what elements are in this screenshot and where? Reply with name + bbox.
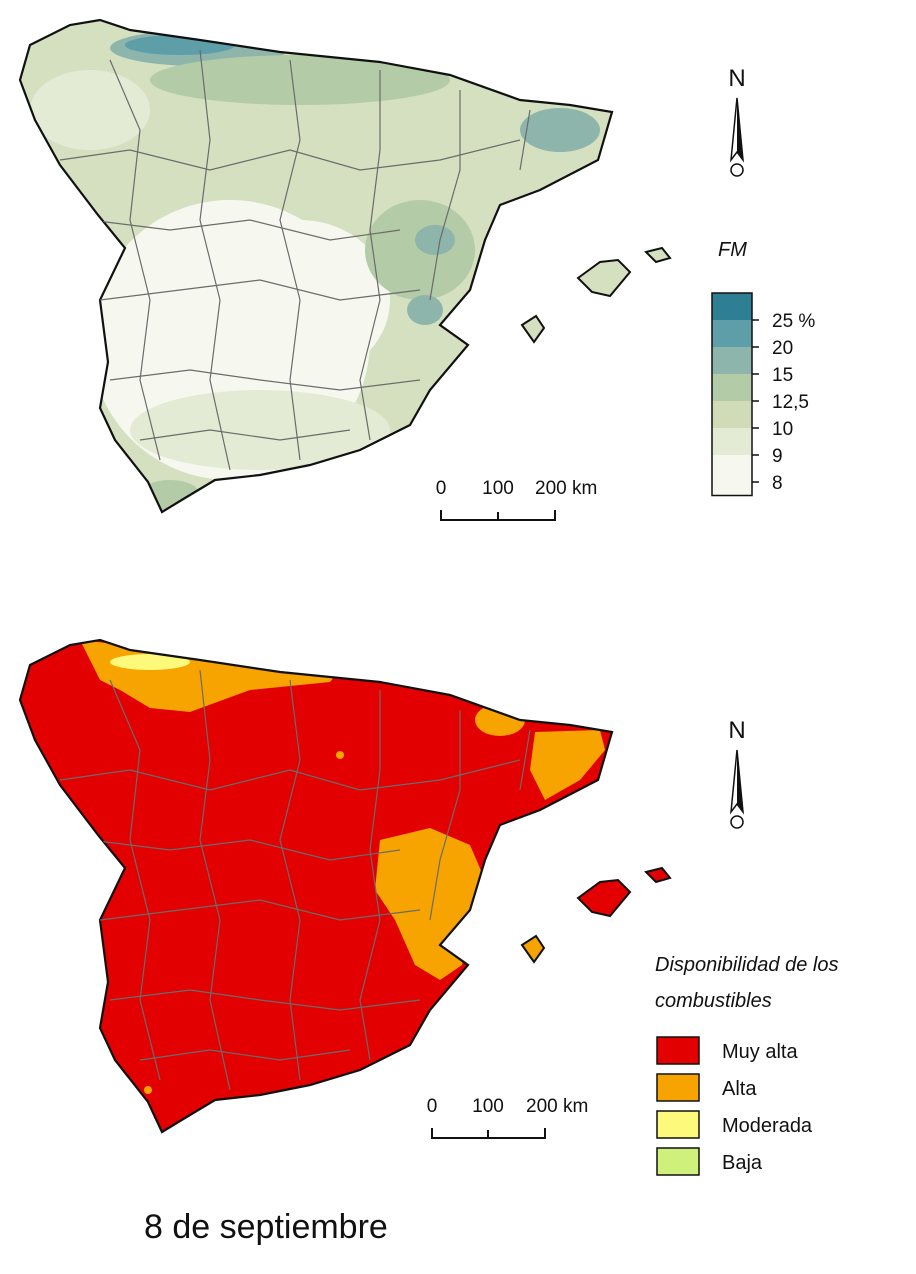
date-caption: 8 de septiembre bbox=[144, 1208, 388, 1246]
fm-ramp-label: 20 bbox=[772, 338, 793, 359]
zone-moderada-cantabrian bbox=[110, 654, 190, 670]
moisture-zone-levante-high bbox=[415, 225, 455, 255]
fm-ramp-label: 10 bbox=[772, 419, 793, 440]
scale-label-0: 0 bbox=[427, 1096, 438, 1117]
availability-legend-title-line2: combustibles bbox=[655, 990, 772, 1012]
legend-label: Moderada bbox=[722, 1115, 813, 1137]
legend-swatch bbox=[656, 1073, 700, 1102]
fuel-moisture-map-canvas: N 0 100 200 km FM 25 % 20 15 12,5 10 9 8 bbox=[18, 18, 815, 521]
zone-alta-castilla-spot bbox=[336, 751, 344, 759]
scale-bar: 0 100 200 km bbox=[427, 1096, 588, 1139]
legend-label: Muy alta bbox=[722, 1041, 798, 1063]
scale-label-100: 100 bbox=[482, 478, 514, 499]
scale-bar: 0 100 200 km bbox=[436, 478, 597, 521]
fm-ramp-swatch bbox=[712, 455, 752, 496]
peninsula-fill bbox=[20, 640, 612, 1132]
moisture-zones bbox=[30, 30, 600, 510]
island-menorca bbox=[644, 866, 672, 884]
province-borders bbox=[59, 49, 531, 471]
legend-swatch bbox=[656, 1036, 700, 1065]
north-arrow-label: N bbox=[728, 717, 745, 744]
scale-label-200: 200 km bbox=[535, 478, 597, 499]
fm-ramp-label: 25 % bbox=[772, 311, 815, 332]
moisture-zone-pyrenees bbox=[520, 108, 600, 152]
scale-label-200: 200 km bbox=[526, 1096, 588, 1117]
island-mallorca bbox=[576, 258, 632, 298]
fuel-availability-map: N 0 100 200 km Disponibilidad de los com… bbox=[0, 620, 916, 1180]
fm-legend-title: FM bbox=[718, 239, 747, 261]
fm-ramp-label: 15 bbox=[772, 365, 793, 386]
moisture-zone-valencia bbox=[407, 295, 443, 325]
iberian-peninsula bbox=[18, 18, 614, 514]
iberian-peninsula bbox=[18, 638, 614, 1134]
fm-ramp-frame bbox=[711, 292, 753, 497]
fm-ramp-swatch bbox=[712, 374, 752, 401]
scale-label-0: 0 bbox=[436, 478, 447, 499]
island-mallorca bbox=[576, 878, 632, 918]
north-arrow: N bbox=[728, 717, 746, 829]
availability-legend-items: Muy alta Alta Moderada Baja bbox=[656, 1036, 813, 1176]
moisture-zone-light-northwest bbox=[30, 70, 150, 150]
north-arrow-label: N bbox=[728, 65, 745, 92]
north-arrow-base bbox=[730, 163, 744, 177]
province-borders bbox=[59, 669, 531, 1091]
island-menorca bbox=[644, 246, 672, 264]
availability-legend: Disponibilidad de los combustibles Muy a… bbox=[655, 954, 838, 1176]
zone-alta-catalonia bbox=[530, 730, 605, 800]
fm-ramp-swatch bbox=[712, 428, 752, 455]
fuel-availability-map-canvas: N 0 100 200 km Disponibilidad de los com… bbox=[18, 638, 838, 1176]
moisture-zone-north-band bbox=[150, 55, 450, 105]
balearic-islands bbox=[520, 246, 672, 344]
legend-label: Alta bbox=[722, 1078, 757, 1100]
moisture-zone-levante bbox=[365, 200, 475, 300]
fm-ramp-label: 8 bbox=[772, 473, 783, 494]
moisture-zone-light-south bbox=[130, 390, 390, 470]
legend-swatch bbox=[656, 1147, 700, 1176]
availability-legend-title-line1: Disponibilidad de los bbox=[655, 954, 838, 976]
scale-bar-line bbox=[431, 1128, 546, 1139]
fm-ramp-label: 12,5 bbox=[772, 392, 809, 413]
legend-label: Baja bbox=[722, 1152, 763, 1174]
north-arrow: N bbox=[728, 65, 746, 177]
fm-legend: FM 25 % 20 15 12,5 10 9 8 bbox=[711, 239, 815, 497]
fm-ramp-label: 9 bbox=[772, 446, 783, 467]
scale-bar-line bbox=[440, 510, 556, 521]
fm-ramp-swatch bbox=[712, 293, 752, 320]
scale-label-100: 100 bbox=[472, 1096, 504, 1117]
fuel-moisture-map: N 0 100 200 km FM 25 % 20 15 12,5 10 9 8 bbox=[0, 0, 916, 540]
fm-ramp-swatch bbox=[712, 320, 752, 347]
zone-alta-huelva-spot bbox=[144, 1086, 152, 1094]
balearic-islands bbox=[520, 866, 672, 964]
fm-color-ramp: 25 % 20 15 12,5 10 9 8 bbox=[711, 292, 815, 497]
north-arrow-base bbox=[730, 815, 744, 829]
fm-ramp-swatch bbox=[712, 347, 752, 374]
legend-swatch bbox=[656, 1110, 700, 1139]
island-ibiza bbox=[520, 314, 546, 344]
fm-ramp-swatch bbox=[712, 401, 752, 428]
island-ibiza bbox=[520, 934, 546, 964]
